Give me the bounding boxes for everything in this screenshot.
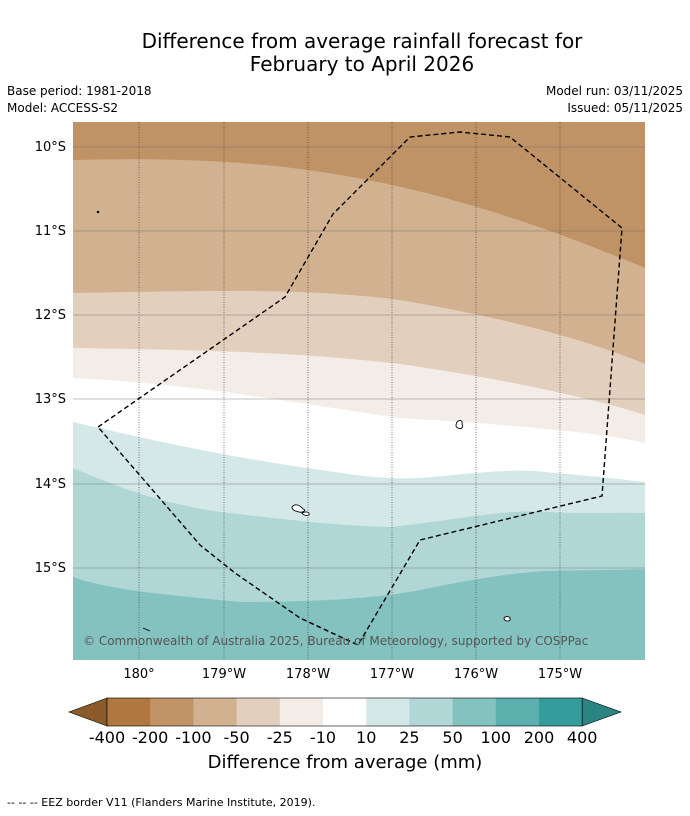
base-period: Base period: 1981-2018	[7, 84, 152, 98]
colorbar-swatch	[452, 698, 497, 726]
colorbar-frame	[106, 697, 583, 727]
colorbar-tick-label: -100	[175, 728, 211, 747]
issued-date: Issued: 05/11/2025	[567, 101, 683, 115]
lat-label: 15°S	[35, 561, 66, 576]
colorbar-swatch	[539, 698, 583, 726]
lat-label: 13°S	[35, 392, 66, 407]
chart-title: Difference from average rainfall forecas…	[0, 30, 690, 76]
lon-label: 179°W	[202, 667, 246, 682]
lon-label: 175°W	[538, 667, 582, 682]
eez-border	[96, 131, 623, 646]
map-area: © Commonwealth of Australia 2025, Bureau…	[73, 122, 645, 660]
colorbar-label: Difference from average (mm)	[207, 752, 483, 773]
colorbar-ticks: -400 -200 -100 -50 -25 -10 10 25 50 100 200 400	[89, 728, 598, 747]
colorbar-swatch	[323, 698, 367, 726]
colorbar	[68, 697, 622, 727]
colorbar-extend-high	[581, 697, 622, 727]
colorbar-tick-label: -10	[310, 728, 336, 747]
colorbar-extend-low	[68, 697, 108, 727]
title-line-1: Difference from average rainfall forecas…	[141, 29, 583, 53]
colorbar-tick-label: 50	[442, 728, 462, 747]
colorbar-tick-label: 400	[567, 728, 598, 747]
lon-label: 178°W	[286, 667, 330, 682]
band-plus-50	[73, 569, 645, 660]
latitude-lines	[73, 146, 645, 569]
colorbar-swatch	[150, 698, 194, 726]
eez-footer-note: -- -- -- EEZ border V11 (Flanders Marine…	[7, 796, 316, 809]
lat-label: 10°S	[35, 140, 66, 155]
copyright-text: © Commonwealth of Australia 2025, Bureau…	[83, 634, 588, 648]
colorbar-tick-label: -25	[267, 728, 293, 747]
colorbar-swatch	[366, 698, 410, 726]
colorbar-tick-label: -50	[224, 728, 250, 747]
island-upolu	[291, 504, 306, 513]
colorbar-tick-label: 10	[356, 728, 376, 747]
lon-label: 176°W	[454, 667, 498, 682]
islands	[96, 210, 511, 632]
colorbar-swatch	[107, 698, 151, 726]
lon-label: 177°W	[370, 667, 414, 682]
colorbar-swatch	[193, 698, 237, 726]
island-sw	[142, 627, 151, 632]
colorbar-tick-label: 25	[399, 728, 419, 747]
colorbar-swatch	[279, 698, 324, 726]
lat-label: 14°S	[35, 477, 66, 492]
colorbar-tick-label: 100	[481, 728, 512, 747]
colorbar-swatch	[495, 698, 540, 726]
lat-label: 12°S	[35, 308, 66, 323]
island-north	[455, 420, 464, 430]
title-line-2: February to April 2026	[249, 52, 475, 76]
colorbar-tick-label: -400	[89, 728, 125, 747]
island-south	[503, 616, 511, 622]
meta-right: Model run: 03/11/2025 Issued: 05/11/2025	[546, 83, 683, 117]
island-manono	[301, 511, 310, 516]
latitude-labels: 10°S 11°S 12°S 13°S 14°S 15°S	[35, 140, 66, 576]
colorbar-tick-label: 200	[524, 728, 555, 747]
lat-label: 11°S	[35, 224, 66, 239]
graticule	[138, 122, 561, 660]
model-name: Model: ACCESS-S2	[7, 101, 119, 115]
lon-label: 180°	[123, 667, 154, 682]
meta-left: Base period: 1981-2018 Model: ACCESS-S2	[7, 83, 152, 117]
model-run: Model run: 03/11/2025	[545, 84, 683, 98]
island-swains	[96, 210, 100, 214]
colorbar-tick-label: -200	[132, 728, 168, 747]
longitude-labels: 180° 179°W 178°W 177°W 176°W 175°W	[123, 667, 582, 682]
colorbar-swatch	[409, 698, 453, 726]
colorbar-swatch	[236, 698, 281, 726]
